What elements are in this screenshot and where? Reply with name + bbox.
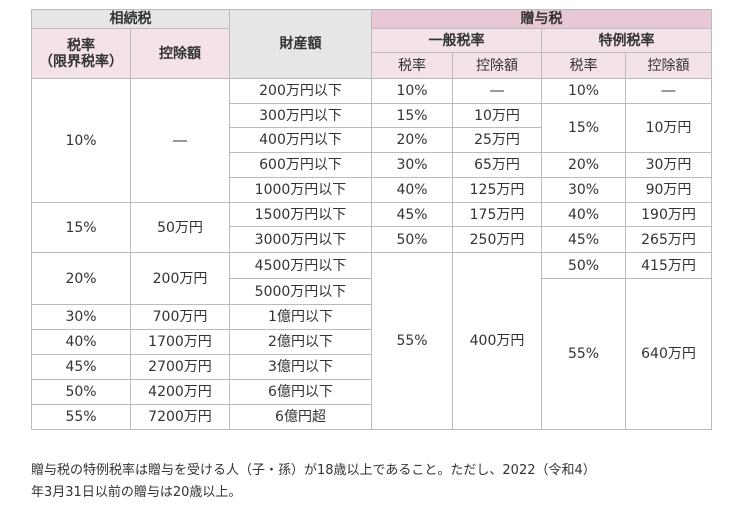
gift-tax-header: 贈与税 bbox=[371, 9, 712, 29]
property-bracket: 1億円以下 bbox=[229, 304, 372, 330]
inheritance-deduction: 1700万円 bbox=[130, 329, 230, 355]
inheritance-deduction: 4200万円 bbox=[130, 379, 230, 405]
footnote: 贈与税の特例税率は贈与を受ける人（子・孫）が18歳以上であること。ただし、202… bbox=[31, 460, 731, 504]
inheritance-deduction: ― bbox=[130, 78, 230, 203]
inheritance-deduction: 200万円 bbox=[130, 252, 230, 305]
property-bracket: 600万円以下 bbox=[229, 152, 372, 178]
special-rate: 55% bbox=[541, 278, 626, 430]
special-rate: 30% bbox=[541, 177, 626, 203]
inheritance-rate: 20% bbox=[31, 252, 131, 305]
property-bracket: 3000万円以下 bbox=[229, 226, 372, 253]
inheritance-rate: 40% bbox=[31, 329, 131, 355]
special-rate: 45% bbox=[541, 226, 626, 253]
general-rate-col-header: 税率 bbox=[371, 52, 453, 79]
general-deduction: 25万円 bbox=[452, 127, 542, 153]
inheritance-deduction: 2700万円 bbox=[130, 354, 230, 380]
property-bracket: 1000万円以下 bbox=[229, 177, 372, 203]
general-deduction: 125万円 bbox=[452, 177, 542, 203]
property-bracket: 400万円以下 bbox=[229, 127, 372, 153]
property-bracket: 200万円以下 bbox=[229, 78, 372, 104]
general-rate: 40% bbox=[371, 177, 453, 203]
tax-rate-table: 相続税 財産額 贈与税 税率 （限界税率） 控除額 一般税率 特例税率 税率 控… bbox=[31, 9, 712, 430]
special-rate: 40% bbox=[541, 202, 626, 227]
special-rate: 20% bbox=[541, 152, 626, 178]
inheritance-deduction: 7200万円 bbox=[130, 404, 230, 430]
general-rate-header: 一般税率 bbox=[371, 28, 542, 53]
special-rate-header: 特例税率 bbox=[541, 28, 712, 53]
inheritance-rate-header: 税率 （限界税率） bbox=[31, 28, 131, 79]
property-bracket: 2億円以下 bbox=[229, 329, 372, 355]
inheritance-deduction: 50万円 bbox=[130, 202, 230, 253]
inheritance-deduction: 700万円 bbox=[130, 304, 230, 330]
property-bracket: 6億円超 bbox=[229, 404, 372, 430]
inheritance-rate: 50% bbox=[31, 379, 131, 405]
general-rate: 15% bbox=[371, 103, 453, 128]
general-rate: 45% bbox=[371, 202, 453, 227]
special-deduction: 30万円 bbox=[625, 152, 712, 178]
property-bracket: 5000万円以下 bbox=[229, 278, 372, 305]
footnote-line-1: 贈与税の特例税率は贈与を受ける人（子・孫）が18歳以上であること。ただし、202… bbox=[31, 463, 596, 478]
special-deduction: 10万円 bbox=[625, 103, 712, 153]
general-rate: 10% bbox=[371, 78, 453, 104]
special-deduction: 640万円 bbox=[625, 278, 712, 430]
general-rate: 20% bbox=[371, 127, 453, 153]
special-deduction-col-header: 控除額 bbox=[625, 52, 712, 79]
inheritance-rate: 15% bbox=[31, 202, 131, 253]
special-rate: 50% bbox=[541, 252, 626, 279]
special-deduction: 190万円 bbox=[625, 202, 712, 227]
inheritance-rate: 55% bbox=[31, 404, 131, 430]
property-bracket: 6億円以下 bbox=[229, 379, 372, 405]
property-bracket: 1500万円以下 bbox=[229, 202, 372, 227]
footnote-line-2: 年3月31日以前の贈与は20歳以上。 bbox=[31, 485, 242, 500]
special-rate: 10% bbox=[541, 78, 626, 104]
inheritance-rate: 45% bbox=[31, 354, 131, 380]
general-deduction: 250万円 bbox=[452, 226, 542, 253]
inheritance-rate: 30% bbox=[31, 304, 131, 330]
property-bracket: 3億円以下 bbox=[229, 354, 372, 380]
general-deduction-col-header: 控除額 bbox=[452, 52, 542, 79]
special-rate: 15% bbox=[541, 103, 626, 153]
special-rate-col-header: 税率 bbox=[541, 52, 626, 79]
property-header: 財産額 bbox=[229, 9, 372, 79]
special-deduction: 415万円 bbox=[625, 252, 712, 279]
general-rate: 55% bbox=[371, 252, 453, 430]
property-bracket: 4500万円以下 bbox=[229, 252, 372, 279]
general-deduction: 10万円 bbox=[452, 103, 542, 128]
property-bracket: 300万円以下 bbox=[229, 103, 372, 128]
general-rate: 50% bbox=[371, 226, 453, 253]
inheritance-deduction-header: 控除額 bbox=[130, 28, 230, 79]
inheritance-rate: 10% bbox=[31, 78, 131, 203]
general-rate: 30% bbox=[371, 152, 453, 178]
special-deduction: 265万円 bbox=[625, 226, 712, 253]
general-deduction: 65万円 bbox=[452, 152, 542, 178]
inheritance-tax-header: 相続税 bbox=[31, 9, 230, 29]
general-deduction: 175万円 bbox=[452, 202, 542, 227]
general-deduction: ― bbox=[452, 78, 542, 104]
special-deduction: 90万円 bbox=[625, 177, 712, 203]
special-deduction: ― bbox=[625, 78, 712, 104]
general-deduction: 400万円 bbox=[452, 252, 542, 430]
